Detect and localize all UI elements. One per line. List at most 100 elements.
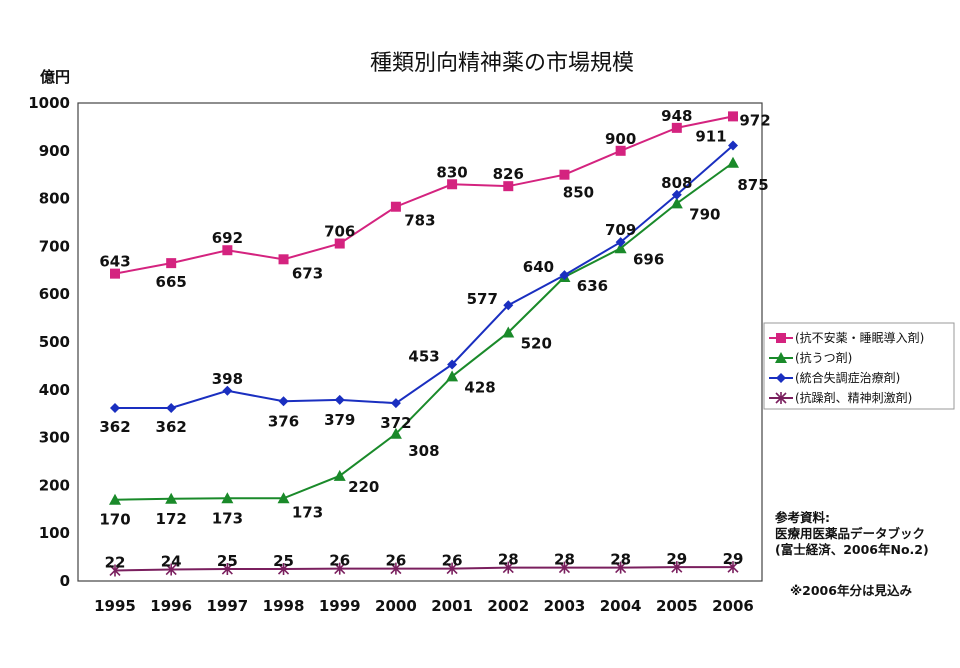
data-point-asterisk [671,561,683,574]
data-point-diamond [334,394,345,405]
source-line-1: 参考資料: [775,510,830,525]
x-tick-label: 2001 [431,597,473,615]
data-label: 379 [324,411,355,429]
data-label: 911 [695,128,726,146]
x-tick-label: 1998 [263,597,305,615]
legend-item: (抗うつ剤) [769,350,852,365]
legend-item: (抗躁剤、精神刺激剤) [769,390,912,405]
x-tick-label: 2006 [712,597,754,615]
data-point-triangle [775,352,787,363]
data-label: 972 [739,111,770,129]
legend-label: (統合失調症治療剤) [795,370,900,385]
data-point-triangle [277,492,290,504]
y-tick-label: 300 [39,429,70,447]
x-tick-label: 2003 [544,597,586,615]
data-point-square [110,268,120,279]
y-tick-label: 600 [39,285,70,303]
legend-item: (抗不安薬・睡眠導入剤) [769,330,924,345]
data-point-asterisk [390,562,402,575]
data-point-triangle [502,326,515,338]
data-point-square [334,238,345,249]
data-point-triangle [333,469,346,481]
data-label: 173 [212,509,243,527]
data-point-diamond [278,396,289,407]
data-label: 665 [156,273,187,291]
data-label: 372 [380,414,411,432]
data-point-diamond [776,373,786,383]
legend-label: (抗不安薬・睡眠導入剤) [795,330,924,345]
x-tick-label: 2002 [487,597,529,615]
data-point-triangle [670,197,683,209]
data-label: 640 [523,258,554,276]
y-tick-label: 0 [60,572,70,590]
series-line [114,115,734,275]
data-label: 428 [464,378,495,396]
legend-item: (統合失調症治療剤) [769,370,900,385]
series-line [114,566,733,572]
source-note: 参考資料: 医療用医薬品データブック (富士経済、2006年No.2) [775,510,929,557]
data-label: 398 [212,370,243,388]
data-point-triangle [614,242,627,254]
y-tick-label: 800 [39,190,70,208]
x-tick-label: 2000 [375,597,417,615]
data-point-asterisk [727,561,739,574]
data-point-asterisk [446,562,458,575]
data-point-asterisk [334,562,346,575]
data-label: 26 [385,552,406,570]
legend-box [763,322,955,410]
data-label: 220 [348,478,379,496]
data-label: 830 [436,163,467,181]
plot-area [77,102,763,582]
data-point-diamond [671,189,682,200]
data-point-square [776,333,786,343]
data-point-asterisk [221,563,233,576]
data-point-triangle [446,370,459,382]
series-0 [110,111,738,279]
data-label: 28 [498,551,519,569]
data-label: 308 [408,442,439,460]
data-point-square [559,169,570,180]
data-point-square [447,179,458,190]
data-label: 26 [442,552,463,570]
data-label: 362 [156,418,187,436]
data-point-diamond [559,270,570,281]
data-label: 520 [521,334,552,352]
data-label: 376 [268,412,299,430]
y-tick-label: 200 [39,476,70,494]
data-point-triangle [727,156,739,168]
x-tick-label: 1999 [319,597,361,615]
data-label: 29 [666,550,687,568]
data-point-triangle [389,427,402,439]
data-point-asterisk [109,564,121,577]
data-label: 826 [493,165,524,183]
data-point-diamond [503,300,514,311]
data-point-asterisk [165,563,177,576]
data-point-square [671,122,682,133]
data-label: 172 [156,510,187,528]
data-point-diamond [166,402,177,413]
data-label: 790 [689,205,720,223]
data-point-asterisk [558,561,571,574]
data-point-triangle [165,492,178,504]
data-label: 696 [633,250,664,268]
data-label: 362 [99,418,130,436]
source-line-2: 医療用医薬品データブック [775,526,925,541]
data-label: 850 [563,184,594,202]
data-label: 28 [554,551,575,569]
x-tick-label: 1997 [206,597,248,615]
data-label: 170 [99,511,130,529]
data-point-triangle [221,492,234,504]
data-point-square [166,258,177,269]
data-label: 673 [292,264,323,282]
data-label: 577 [467,290,498,308]
footnote: ※2006年分は見込み [790,583,912,598]
data-label: 453 [408,347,439,365]
data-label: 29 [723,550,744,568]
data-point-diamond [222,385,233,396]
y-tick-label: 100 [39,524,70,542]
legend-label: (抗うつ剤) [795,350,852,365]
data-point-asterisk [615,561,627,574]
data-label: 692 [212,229,243,247]
x-tick-label: 2004 [600,597,642,615]
